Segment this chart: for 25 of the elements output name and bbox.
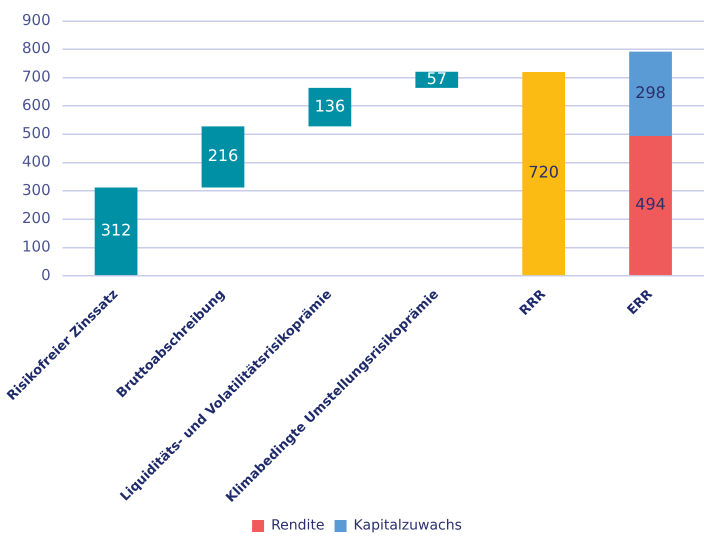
data-label: 298	[635, 82, 666, 102]
y-tick-label: 300	[22, 180, 51, 199]
bar	[629, 52, 672, 136]
y-tick-label: 600	[22, 96, 51, 114]
data-label: 136	[314, 96, 346, 116]
y-tick-label: 800	[22, 39, 51, 58]
y-tick-label: 200	[22, 209, 51, 228]
y-tick-label: 500	[22, 124, 51, 142]
bar	[94, 188, 138, 276]
y-tick-label: 0	[41, 266, 51, 284]
data-label: 494	[635, 194, 666, 214]
legend-label: Kapitalzuwachs	[354, 518, 462, 534]
data-label: 57	[426, 68, 447, 88]
bar	[308, 88, 352, 126]
bar	[202, 126, 244, 188]
legend-label: Rendite	[271, 518, 325, 534]
data-label: 216	[208, 146, 238, 166]
y-tick-label: 100	[22, 237, 51, 256]
data-label: 720	[528, 162, 559, 182]
bar	[629, 136, 672, 276]
bar	[522, 72, 566, 276]
y-tick-label: 900	[22, 10, 51, 29]
y-tick-label: 400	[22, 152, 51, 171]
data-label: 312	[100, 220, 132, 240]
y-tick-label: 700	[22, 68, 51, 86]
